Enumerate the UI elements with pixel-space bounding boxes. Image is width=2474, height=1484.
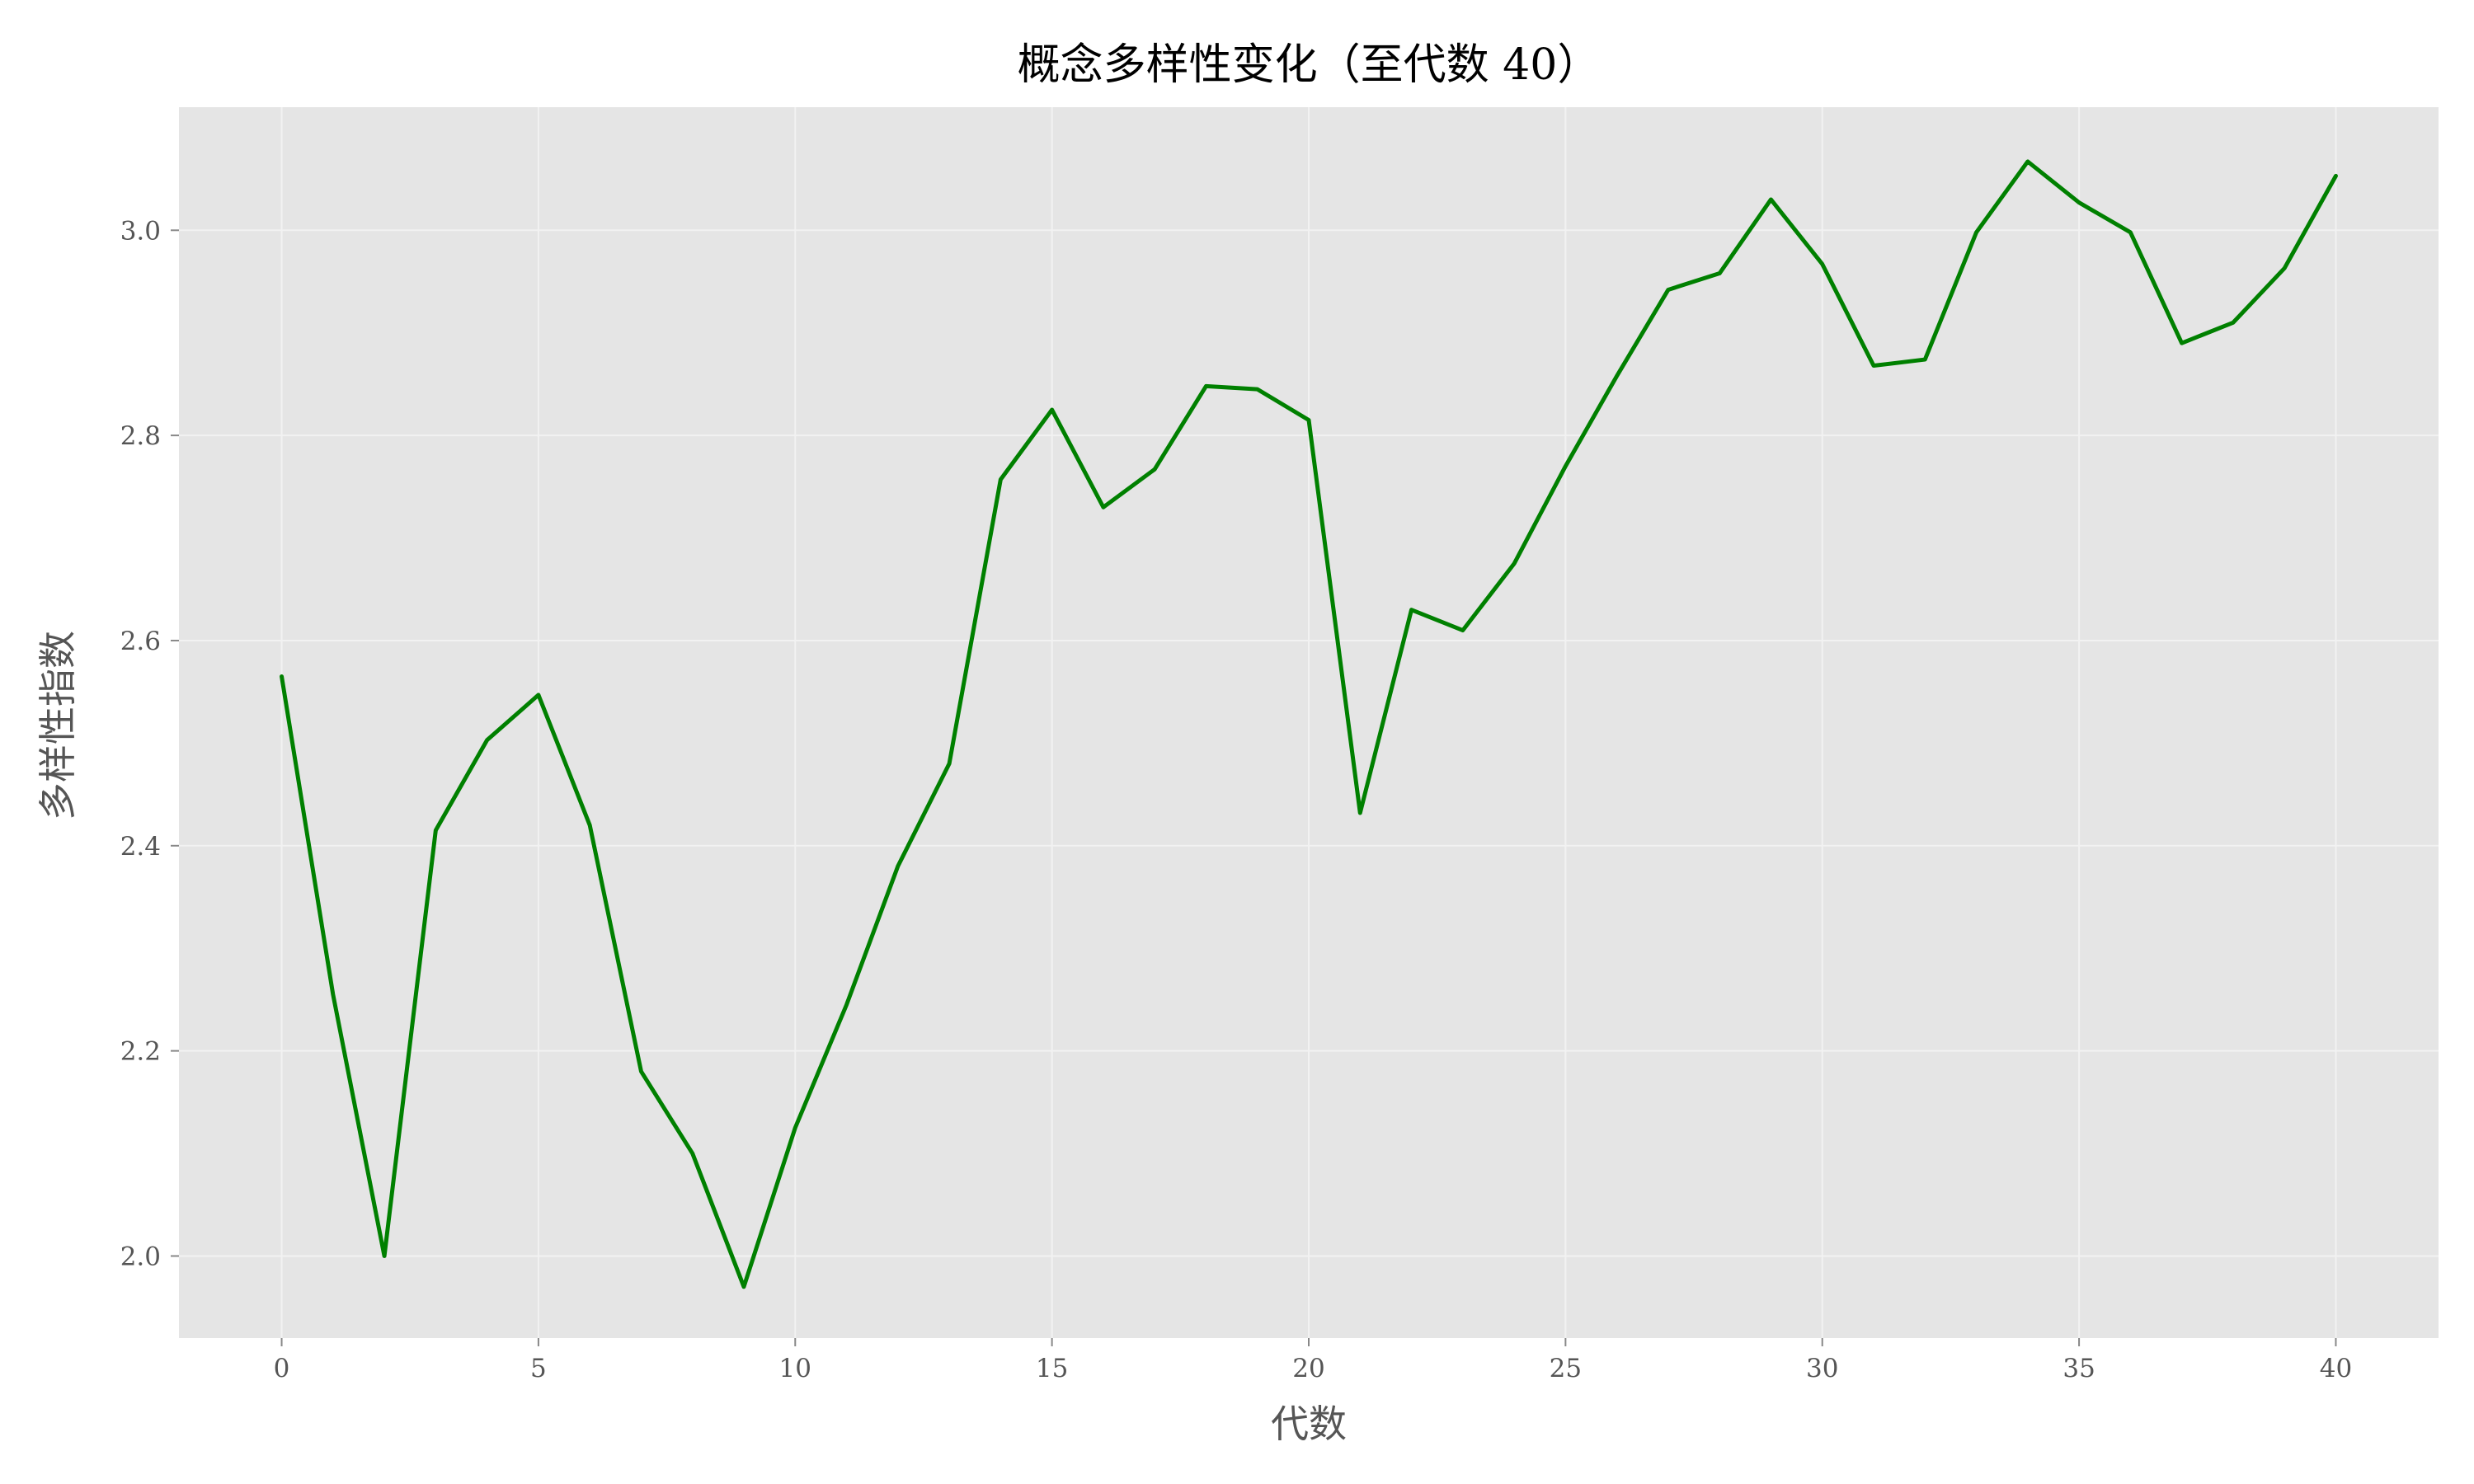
y-tick-label-2.2: 2.2 xyxy=(120,1037,161,1067)
y-tick-label-2.6: 2.6 xyxy=(120,627,161,656)
y-tick-label-3.0: 3.0 xyxy=(120,216,161,246)
plot-area: 0 5 10 15 20 25 30 35 40 2.0 2.2 2.4 2.6 2.8 3.0 xyxy=(120,107,2439,1383)
chart-title: 概念多样性变化（至代数 40） xyxy=(1018,40,1601,90)
y-axis-label: 多样性指数 xyxy=(35,631,80,820)
x-tick-label-20: 20 xyxy=(1292,1354,1324,1383)
x-tick-label-0: 0 xyxy=(274,1354,290,1383)
x-tick-label-10: 10 xyxy=(779,1354,811,1383)
x-axis-label: 代数 xyxy=(1271,1402,1347,1446)
x-tick-label-15: 15 xyxy=(1036,1354,1068,1383)
series-layer xyxy=(280,159,2338,1289)
y-tick-label-2.0: 2.0 xyxy=(120,1242,161,1271)
series-line-0 xyxy=(280,159,2338,1289)
y-axis: 2.0 2.2 2.4 2.6 2.8 3.0 xyxy=(120,216,179,1271)
x-tick-label-35: 35 xyxy=(2062,1354,2095,1383)
x-tick-label-5: 5 xyxy=(530,1354,547,1383)
x-axis: 0 5 10 15 20 25 30 35 40 xyxy=(274,1338,2352,1383)
y-tick-label-2.4: 2.4 xyxy=(120,832,161,862)
x-tick-label-40: 40 xyxy=(2320,1354,2352,1383)
x-tick-label-30: 30 xyxy=(1806,1354,1838,1383)
y-tick-label-2.8: 2.8 xyxy=(120,421,161,451)
x-tick-label-25: 25 xyxy=(1550,1354,1582,1383)
